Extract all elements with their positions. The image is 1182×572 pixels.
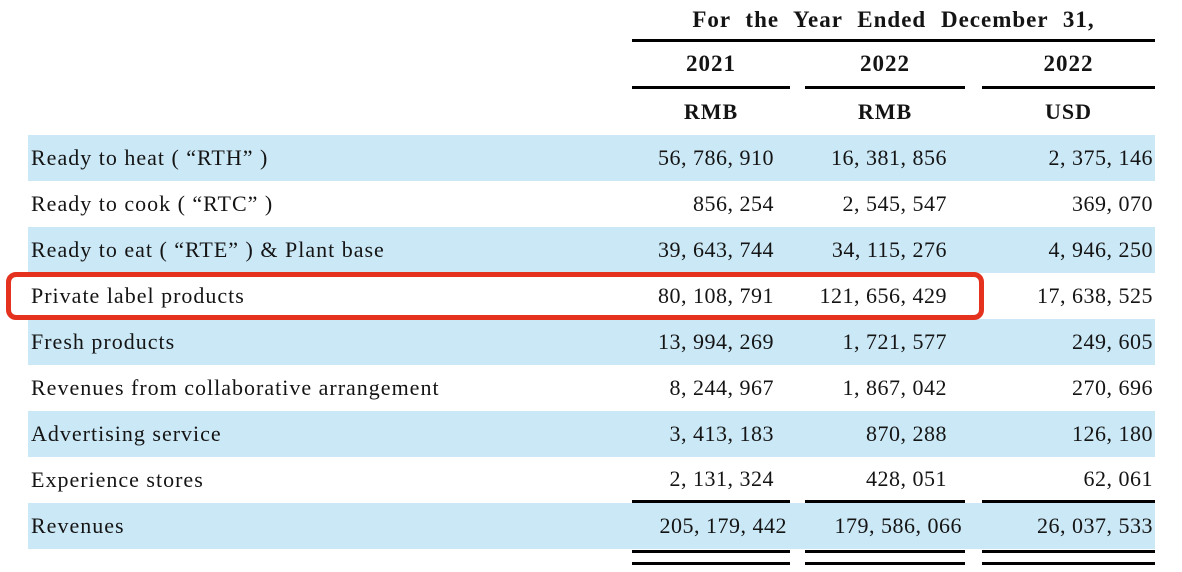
table-row: Ready to eat ( “RTE” ) & Plant base 39, … (28, 227, 1155, 273)
cell-value: 2, 131, 324 (632, 457, 790, 503)
column-gap (965, 135, 982, 181)
year-column-header: 2022 (805, 42, 965, 89)
table-row: Private label products 80, 108, 791 121,… (28, 273, 1155, 319)
cell-value: 16, 381, 856 (831, 145, 947, 170)
table-row: Revenues 205, 179, 442 179, 586, 066 26,… (28, 503, 1155, 549)
row-label: Private label products (31, 283, 245, 308)
cell-value: 62, 061 (982, 457, 1155, 503)
currency-column-header: USD (1044, 99, 1092, 124)
column-gap (790, 503, 805, 549)
cell-value: 270, 696 (1072, 375, 1153, 400)
cell-value: 126, 180 (1072, 421, 1153, 446)
cell-value: 80, 108, 791 (658, 283, 774, 308)
column-gap (790, 457, 805, 503)
cell-value: 856, 254 (693, 191, 774, 216)
column-gap (965, 365, 982, 411)
column-gap (965, 89, 982, 135)
revenue-table: For the Year Ended December 31, 2021 202… (28, 2, 1155, 565)
header-label-spacer (28, 549, 632, 565)
cell-value: 1, 721, 577 (842, 329, 947, 354)
column-gap (965, 319, 982, 365)
column-gap (965, 503, 982, 549)
row-label: Advertising service (31, 421, 222, 446)
header-label-spacer (28, 2, 632, 42)
column-gap (790, 135, 805, 181)
cell-value: 17, 638, 525 (1037, 283, 1153, 308)
table-row: Ready to heat ( “RTH” ) 56, 786, 910 16,… (28, 135, 1155, 181)
row-label: Ready to cook ( “RTC” ) (31, 191, 274, 216)
header-label-spacer (28, 42, 632, 89)
table-row: Revenues from collaborative arrangement … (28, 365, 1155, 411)
column-gap (965, 42, 982, 89)
cell-value: 1, 867, 042 (842, 375, 947, 400)
cell-value: 369, 070 (1072, 191, 1153, 216)
cell-value: 179, 586, 066 (834, 513, 962, 538)
totals-double-rule (28, 549, 1155, 565)
currency-column-header: RMB (857, 99, 913, 124)
row-label: Revenues from collaborative arrangement (31, 375, 440, 400)
column-gap (790, 89, 805, 135)
row-label: Ready to eat ( “RTE” ) & Plant base (31, 237, 385, 262)
column-gap (790, 411, 805, 457)
cell-value: 13, 994, 269 (658, 329, 774, 354)
cell-value: 26, 037, 533 (1037, 513, 1153, 538)
column-gap (965, 411, 982, 457)
header-label-spacer (28, 89, 632, 135)
table-row: Advertising service 3, 413, 183 870, 288… (28, 411, 1155, 457)
table-body: Ready to heat ( “RTH” ) 56, 786, 910 16,… (28, 135, 1155, 549)
column-gap (965, 549, 982, 565)
year-column-header: 2022 (982, 42, 1155, 89)
row-label: Ready to heat ( “RTH” ) (31, 145, 269, 170)
cell-value: 8, 244, 967 (669, 375, 774, 400)
year-column-header: 2021 (632, 42, 790, 89)
column-gap (965, 181, 982, 227)
double-rule-segment (805, 550, 965, 565)
row-label: Fresh products (31, 329, 176, 354)
cell-value: 56, 786, 910 (658, 145, 774, 170)
table-header-currencies: RMB RMB USD (28, 89, 1155, 135)
row-label: Experience stores (31, 467, 204, 492)
cell-value: 34, 115, 276 (831, 237, 947, 262)
cell-value: 121, 656, 429 (819, 283, 947, 308)
column-gap (790, 227, 805, 273)
column-gap (790, 273, 805, 319)
column-gap (965, 227, 982, 273)
cell-value: 249, 605 (1072, 329, 1153, 354)
cell-value: 2, 375, 146 (1048, 145, 1153, 170)
column-gap (790, 181, 805, 227)
cell-value: 870, 288 (866, 421, 947, 446)
column-gap (965, 273, 982, 319)
cell-value: 39, 643, 744 (658, 237, 774, 262)
table-row: Experience stores 2, 131, 324 428, 051 6… (28, 457, 1155, 503)
period-title: For the Year Ended December 31, (632, 2, 1155, 42)
cell-value: 3, 413, 183 (669, 421, 774, 446)
column-gap (965, 457, 982, 503)
column-gap (790, 42, 805, 89)
cell-value: 205, 179, 442 (659, 513, 787, 538)
cell-value: 4, 946, 250 (1048, 237, 1153, 262)
row-label: Revenues (31, 513, 125, 538)
currency-column-header: RMB (683, 99, 739, 124)
column-gap (790, 365, 805, 411)
double-rule-segment (982, 550, 1155, 565)
cell-value: 428, 051 (805, 457, 965, 503)
table-header-years: 2021 2022 2022 (28, 42, 1155, 89)
column-gap (790, 549, 805, 565)
table-row: Ready to cook ( “RTC” ) 856, 254 2, 545,… (28, 181, 1155, 227)
table-header-period: For the Year Ended December 31, (28, 2, 1155, 42)
table-row: Fresh products 13, 994, 269 1, 721, 577 … (28, 319, 1155, 365)
double-rule-segment (632, 550, 790, 565)
cell-value: 2, 545, 547 (842, 191, 947, 216)
column-gap (790, 319, 805, 365)
